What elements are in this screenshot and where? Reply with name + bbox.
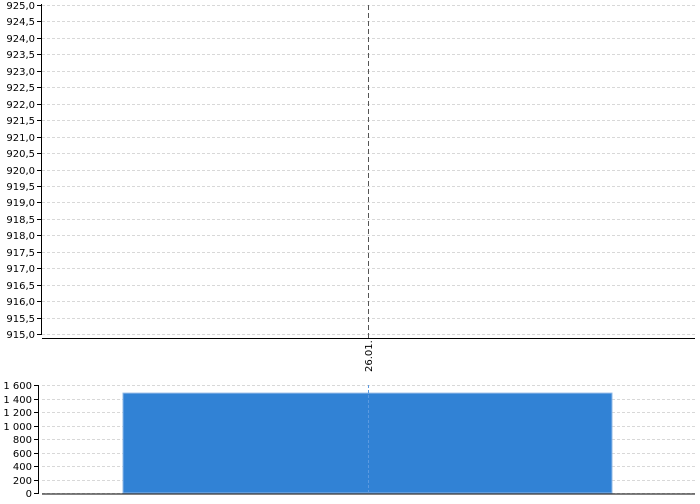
y-tick-label: 919,0	[6, 198, 35, 209]
y-tick-label: 1 200	[3, 408, 32, 419]
y-tick-label: 400	[13, 462, 32, 473]
y-tick-label: 920,5	[6, 149, 35, 160]
y-tick-label: 1 000	[3, 422, 32, 433]
y-tick-label: 915,0	[6, 330, 35, 341]
y-tick-label: 918,5	[6, 215, 35, 226]
y-tick-label: 600	[13, 449, 32, 460]
y-tick-label: 925,0	[6, 1, 35, 12]
y-tick-label: 920,0	[6, 166, 35, 177]
y-tick-label: 800	[13, 435, 32, 446]
y-tick-label: 1 400	[3, 395, 32, 406]
y-tick-label: 916,5	[6, 281, 35, 292]
y-tick-label: 917,5	[6, 248, 35, 259]
y-tick-label: 917,0	[6, 264, 35, 275]
x-tick-label: 26.01.	[364, 340, 375, 372]
y-tick-label: 916,0	[6, 297, 35, 308]
y-tick-label: 922,5	[6, 83, 35, 94]
y-tick-label: 921,0	[6, 133, 35, 144]
y-tick-label: 918,0	[6, 231, 35, 242]
bar	[122, 392, 613, 494]
y-tick-label: 921,5	[6, 116, 35, 127]
y-tick-label: 923,5	[6, 50, 35, 61]
y-tick-label: 1 600	[3, 381, 32, 392]
y-tick-label: 200	[13, 476, 32, 487]
y-tick-label: 922,0	[6, 100, 35, 111]
y-tick-label: 915,5	[6, 314, 35, 325]
y-tick-label: 924,0	[6, 34, 35, 45]
y-tick-label: 0	[26, 489, 32, 500]
y-tick-label: 924,5	[6, 17, 35, 28]
y-tick-label: 919,5	[6, 182, 35, 193]
y-tick-label: 923,0	[6, 67, 35, 78]
